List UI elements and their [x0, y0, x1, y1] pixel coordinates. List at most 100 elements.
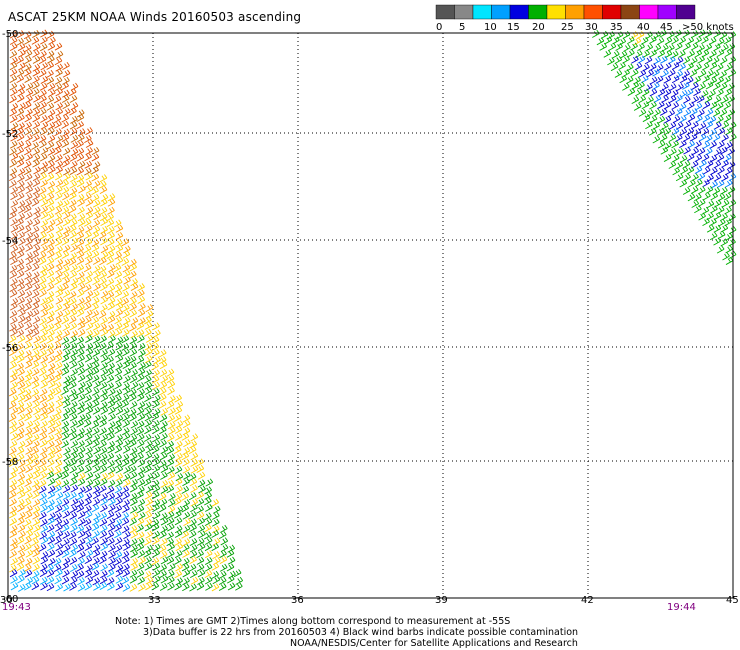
wind-barb — [16, 159, 25, 168]
wind-barb — [663, 88, 672, 97]
wind-barb — [16, 224, 25, 233]
wind-barb — [129, 517, 137, 526]
wind-barb — [108, 544, 116, 553]
wind-barb — [678, 62, 686, 71]
wind-barb — [77, 317, 86, 326]
wind-barb — [114, 316, 122, 325]
wind-barb — [70, 148, 79, 157]
wind-barb — [145, 576, 154, 585]
wind-barb — [152, 484, 161, 493]
wind-barb — [55, 69, 63, 78]
wind-barb — [218, 576, 227, 585]
wind-barb — [182, 538, 191, 547]
wind-barb — [46, 192, 55, 201]
wind-barb — [721, 159, 729, 168]
wind-barb — [69, 107, 77, 116]
wind-barb — [69, 121, 78, 130]
wind-barb — [720, 238, 728, 247]
wind-barb — [31, 388, 40, 397]
wind-barb — [63, 173, 71, 182]
wind-barb — [682, 160, 691, 169]
wind-barb — [151, 557, 160, 566]
scale-label: 10 — [484, 22, 497, 33]
wind-barb — [212, 511, 220, 520]
wind-barb — [130, 278, 138, 287]
wind-barb — [204, 491, 213, 500]
wind-barb — [76, 419, 84, 428]
wind-barb — [76, 544, 85, 553]
wind-barb — [123, 479, 131, 488]
wind-barb — [31, 309, 40, 318]
wind-barb — [183, 518, 191, 527]
wind-barb — [39, 432, 48, 441]
wind-barb — [115, 564, 124, 573]
wind-barb — [32, 498, 41, 507]
wind-barb — [47, 82, 56, 91]
wind-barb — [24, 36, 32, 45]
wind-barb — [122, 407, 130, 416]
wind-barb — [77, 283, 86, 292]
wind-barb — [8, 413, 17, 422]
wind-barb — [84, 510, 93, 519]
wind-barb — [38, 251, 47, 260]
wind-barb — [687, 140, 695, 149]
wind-barb — [32, 491, 40, 500]
wind-barb — [709, 62, 718, 71]
wind-barb — [84, 582, 93, 591]
wind-barb — [682, 56, 691, 65]
wind-barb — [55, 245, 63, 254]
wind-barb — [100, 304, 108, 313]
wind-barb — [76, 432, 85, 441]
wind-barb — [16, 322, 24, 331]
wind-barb — [151, 523, 160, 532]
wind-barb — [70, 82, 79, 91]
wind-barb — [704, 94, 713, 103]
wind-barb — [39, 89, 47, 98]
wind-barb — [46, 257, 55, 266]
wind-barb — [152, 388, 160, 397]
wind-barb — [175, 563, 183, 572]
wind-barb — [196, 464, 205, 473]
wind-barb — [61, 432, 70, 441]
wind-barb — [136, 569, 145, 578]
wind-barb — [167, 499, 176, 508]
wind-barb — [70, 484, 79, 493]
wind-barb — [720, 224, 729, 233]
wind-barb — [47, 250, 55, 259]
wind-barb — [32, 394, 41, 403]
wind-barb — [114, 349, 123, 358]
wind-barb — [121, 328, 130, 337]
wind-barb — [77, 393, 86, 402]
wind-barb — [145, 505, 153, 514]
wind-barb — [32, 556, 40, 565]
wind-barb — [174, 394, 182, 403]
wind-barb — [17, 180, 25, 189]
wind-barb — [716, 245, 725, 254]
wind-barb — [197, 569, 206, 578]
wind-barb — [76, 342, 85, 351]
wind-barb — [99, 530, 108, 539]
wind-barb — [77, 583, 86, 592]
wind-barb — [137, 388, 145, 397]
wind-barb — [167, 523, 175, 532]
wind-barb — [115, 239, 123, 248]
wind-barb — [664, 141, 672, 150]
wind-barb — [46, 232, 55, 241]
wind-barb — [25, 439, 33, 448]
wind-barb — [121, 485, 129, 494]
wind-barb — [62, 329, 71, 338]
wind-barb — [144, 537, 152, 546]
wind-barb — [114, 395, 122, 404]
wind-barb — [144, 562, 153, 571]
wind-barb — [698, 69, 707, 78]
wind-barb — [612, 50, 620, 59]
wind-barb — [32, 544, 40, 553]
wind-barb — [16, 140, 25, 149]
wind-barb — [17, 231, 25, 240]
wind-barb — [637, 55, 646, 64]
wind-barb — [54, 439, 63, 448]
wind-barb — [9, 517, 18, 526]
wind-barb — [48, 426, 56, 435]
wind-barb — [55, 218, 64, 227]
wind-barb — [10, 575, 18, 584]
